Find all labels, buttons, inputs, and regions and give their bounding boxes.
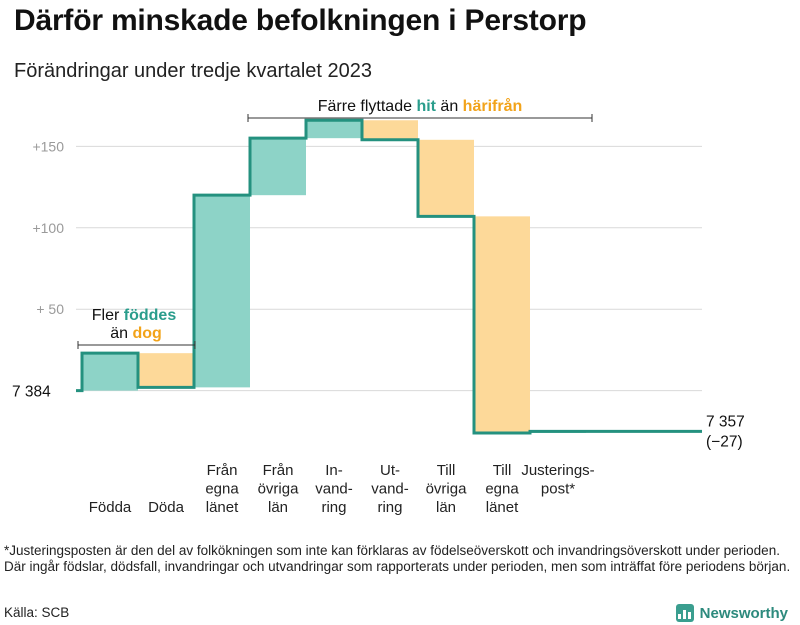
y-tick-label: +150 [32,138,64,154]
category-label: egna [205,481,239,498]
brand-name: Newsworthy [699,604,788,622]
category-label: länet [206,499,239,516]
births-annotation-line2: än dog [110,325,162,342]
category-label: ring [321,499,346,516]
bar-chart-icon [675,604,694,622]
category-label: Till [493,462,512,479]
bar-döda [138,353,194,388]
chart-title: Därför minskade befolkningen i Perstorp [14,4,587,37]
category-label: egna [485,481,519,498]
category-label: län [268,499,288,516]
category-label: vand- [371,481,409,498]
category-label: ring [377,499,402,516]
category-label: Födda [89,499,132,516]
brand-logo: Newsworthy [675,604,788,622]
bar-till-egna-länet [474,216,530,433]
category-label: Ut- [380,462,400,479]
category-label: Från [207,462,238,479]
bar-utvandring [362,120,418,140]
y-tick-label: + 50 [36,301,64,317]
category-label: Justerings- [521,462,594,479]
bar-födda [82,353,138,391]
births-annotation-line1: Fler föddes [92,307,177,324]
category-label: länet [486,499,519,516]
category-label: Döda [148,499,185,516]
category-label: In- [325,462,343,479]
category-label: län [436,499,456,516]
source-label: Källa: SCB [4,605,70,620]
category-label: övriga [426,481,468,498]
chart-subtitle: Förändringar under tredje kvartalet 2023 [14,60,372,82]
migration-annotation: Färre flyttade hit än härifrån [318,97,523,115]
category-label: vand- [315,481,353,498]
y-tick-label: +100 [32,220,64,236]
baseline-value-label: 7 384 [12,384,51,401]
bar-till-övriga-län [418,139,474,217]
net-change-label: (−27) [706,433,743,450]
category-label: Från [263,462,294,479]
category-label: Till [437,462,456,479]
category-label: post* [541,481,575,498]
bar-från-övriga-län [250,138,306,196]
end-value-label: 7 357 [706,413,745,430]
cumulative-step-line [76,118,702,435]
bar-invandring [306,120,362,139]
category-label: övriga [258,481,300,498]
bar-från-egna-länet [194,195,250,388]
footnote: *Justeringsposten är den del av folkökni… [4,543,791,574]
